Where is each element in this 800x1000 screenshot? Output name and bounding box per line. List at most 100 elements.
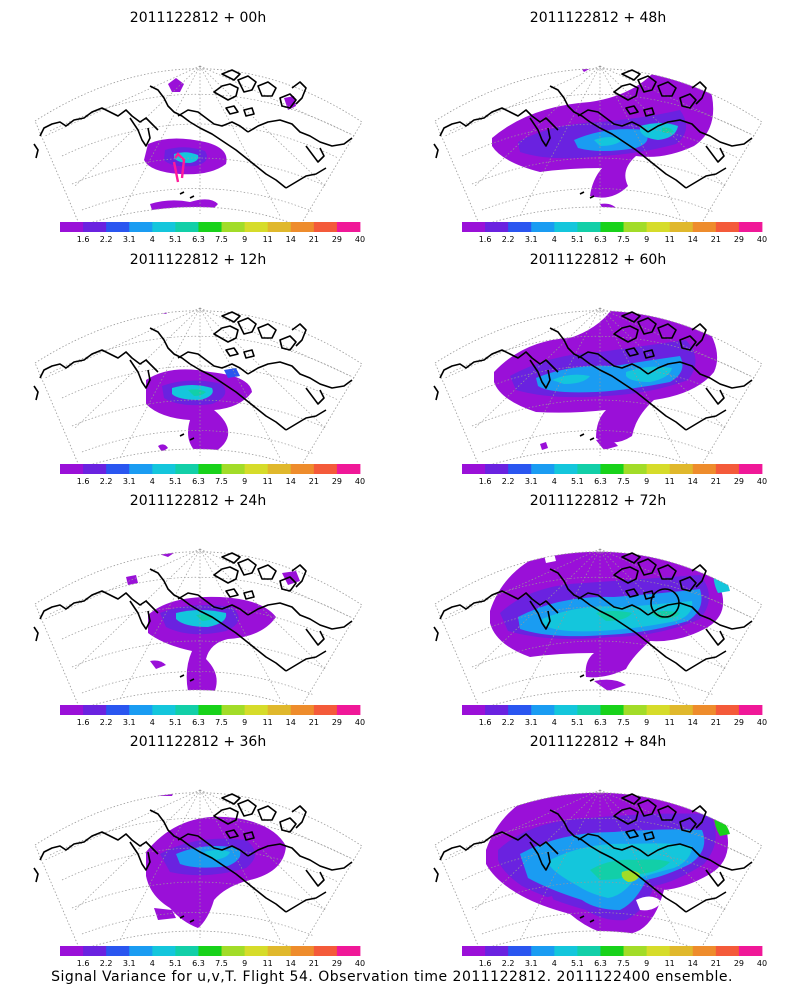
colorbar-swatch <box>485 222 509 232</box>
colorbar-swatch <box>313 464 338 474</box>
colorbar-tick-label: 3.1 <box>123 959 136 968</box>
colorbar-swatch <box>577 705 601 715</box>
colorbar-swatch <box>577 464 601 474</box>
colorbar-swatch <box>198 946 222 956</box>
colorbar-tick-label: 11 <box>263 477 273 486</box>
map-panel-24h: 2011122812 + 24h 1.6 2.2 3.1 4 5.1 6.3 7.5 9 11 1… <box>33 493 365 727</box>
colorbar-swatch <box>715 222 740 232</box>
colorbar-swatch <box>336 222 361 232</box>
colorbar-swatch <box>692 946 717 956</box>
colorbar-swatch <box>313 705 338 715</box>
colorbar-swatch <box>106 464 130 474</box>
colorbar-swatch <box>106 946 130 956</box>
colorbar-swatch <box>554 222 578 232</box>
colorbar-tick-label: 14 <box>286 477 296 486</box>
colorbar-swatch <box>715 946 740 956</box>
panel-title: 2011122812 + 24h <box>130 493 266 509</box>
colorbar-swatch <box>336 946 361 956</box>
colorbar-swatch <box>175 705 199 715</box>
colorbar-swatch <box>669 464 694 474</box>
colorbar-tick-label: 9 <box>644 718 649 727</box>
colorbar-tick-label: 11 <box>665 235 675 244</box>
colorbar-swatch <box>221 946 246 956</box>
colorbar-tick-label: 7.5 <box>215 718 228 727</box>
colorbar-swatch <box>669 222 694 232</box>
colorbar-tick-label: 7.5 <box>617 235 630 244</box>
colorbar-tick-label: 6.3 <box>192 235 205 244</box>
colorbar-swatch <box>600 705 624 715</box>
colorbar-swatch <box>106 222 130 232</box>
colorbar-tick-label: 29 <box>734 477 744 486</box>
colorbar-swatch <box>152 705 176 715</box>
colorbar-tick-label: 1.6 <box>479 959 492 968</box>
map-panel-00h: 2011122812 + 00h 1.6 2.2 3.1 4 5.1 6.3 7.5 9 11 1… <box>33 10 365 244</box>
colorbar-tick-label: 11 <box>263 235 273 244</box>
colorbar-tick-label: 29 <box>332 477 342 486</box>
colorbar: 1.6 2.2 3.1 4 5.1 6.3 7.5 9 11 14 21 29 40 <box>60 464 365 486</box>
colorbar-tick-label: 21 <box>711 959 721 968</box>
colorbar-swatch <box>221 464 246 474</box>
colorbar-tick-label: 29 <box>734 959 744 968</box>
colorbar-swatch <box>244 222 269 232</box>
colorbar-tick-label: 2.2 <box>100 718 113 727</box>
colorbar-tick-label: 5.1 <box>571 959 584 968</box>
map-panel-36h: 2011122812 + 36h 1.6 2.2 3.1 4 5.1 6.3 7.5 9 11 1… <box>33 734 365 968</box>
colorbar-tick-label: 40 <box>757 477 767 486</box>
colorbar-tick-label: 14 <box>286 718 296 727</box>
panel-title: 2011122812 + 00h <box>130 10 266 26</box>
colorbar: 1.6 2.2 3.1 4 5.1 6.3 7.5 9 11 14 21 29 40 <box>462 705 767 727</box>
colorbar-tick-label: 3.1 <box>525 718 538 727</box>
colorbar-tick-label: 7.5 <box>215 959 228 968</box>
colorbar-swatch <box>738 464 763 474</box>
colorbar-swatch <box>83 946 107 956</box>
colorbar-swatch <box>244 705 269 715</box>
colorbar-swatch <box>60 705 84 715</box>
colorbar-tick-label: 4 <box>552 718 557 727</box>
colorbar: 1.6 2.2 3.1 4 5.1 6.3 7.5 9 11 14 21 29 40 <box>462 464 767 486</box>
colorbar-swatch <box>738 946 763 956</box>
colorbar-swatch <box>646 705 671 715</box>
colorbar-tick-label: 5.1 <box>169 959 182 968</box>
colorbar-tick-label: 9 <box>644 477 649 486</box>
colorbar-swatch <box>244 464 269 474</box>
colorbar-tick-label: 29 <box>734 235 744 244</box>
colorbar-tick-label: 21 <box>711 235 721 244</box>
colorbar-swatch <box>669 946 694 956</box>
colorbar: 1.6 2.2 3.1 4 5.1 6.3 7.5 9 11 14 21 29 40 <box>462 946 767 968</box>
colorbar-tick-label: 2.2 <box>100 477 113 486</box>
colorbar-tick-label: 29 <box>332 235 342 244</box>
colorbar-swatch <box>554 705 578 715</box>
colorbar-swatch <box>600 946 624 956</box>
colorbar-tick-label: 1.6 <box>479 718 492 727</box>
colorbar-swatch <box>485 946 509 956</box>
colorbar-tick-label: 14 <box>688 477 698 486</box>
colorbar-tick-label: 40 <box>355 718 365 727</box>
colorbar-tick-label: 40 <box>355 235 365 244</box>
colorbar-swatch <box>623 464 648 474</box>
panel-title: 2011122812 + 36h <box>130 734 266 750</box>
colorbar-swatch <box>152 464 176 474</box>
colorbar-tick-label: 11 <box>263 959 273 968</box>
panel-title: 2011122812 + 12h <box>130 252 266 268</box>
colorbar-tick-label: 11 <box>665 477 675 486</box>
colorbar-swatch <box>738 705 763 715</box>
colorbar-swatch <box>60 946 84 956</box>
colorbar-tick-label: 3.1 <box>525 959 538 968</box>
colorbar-swatch <box>462 464 486 474</box>
colorbar-swatch <box>646 464 671 474</box>
colorbar: 1.6 2.2 3.1 4 5.1 6.3 7.5 9 11 14 21 29 40 <box>60 222 365 244</box>
panel-title: 2011122812 + 48h <box>530 10 666 26</box>
colorbar-tick-label: 4 <box>150 477 155 486</box>
colorbar-swatch <box>313 946 338 956</box>
colorbar-tick-label: 4 <box>150 959 155 968</box>
colorbar-swatch <box>462 222 486 232</box>
colorbar-tick-label: 14 <box>286 235 296 244</box>
colorbar-tick-label: 2.2 <box>502 477 515 486</box>
colorbar-swatch <box>267 946 292 956</box>
colorbar-tick-label: 2.2 <box>502 959 515 968</box>
colorbar-swatch <box>508 946 532 956</box>
colorbar-tick-label: 11 <box>665 718 675 727</box>
map-panel-60h: 2011122812 + 60h 1.6 2.2 3.1 4 5.1 6.3 7.5 9 11 1… <box>433 252 767 486</box>
colorbar-tick-label: 1.6 <box>479 477 492 486</box>
